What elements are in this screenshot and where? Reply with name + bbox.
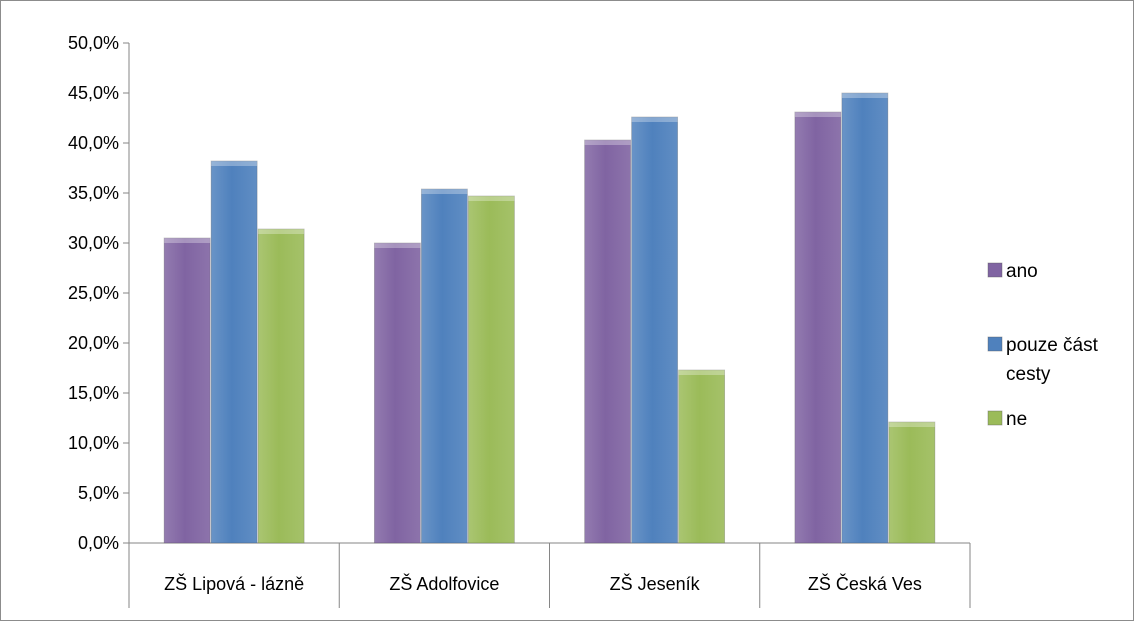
bar-highlight	[468, 196, 515, 201]
y-tick-label: 20,0%	[68, 333, 119, 353]
y-tick-label: 40,0%	[68, 133, 119, 153]
bar-ano	[163, 237, 211, 544]
bar-ne	[678, 369, 726, 544]
legend-label: ano	[1006, 261, 1038, 282]
category-label: ZŠ Česká Ves	[808, 573, 922, 594]
y-tick-label: 0,0%	[78, 533, 119, 553]
bar-pouze-část-cesty	[420, 188, 468, 544]
bar-highlight	[631, 117, 678, 122]
bar-highlight	[374, 243, 421, 248]
y-tick-label: 10,0%	[68, 433, 119, 453]
y-tick-label: 35,0%	[68, 183, 119, 203]
category-label: ZŠ Adolfovice	[389, 573, 499, 594]
y-tick-label: 50,0%	[68, 33, 119, 53]
legend-swatch	[987, 410, 1003, 426]
y-tick-label: 45,0%	[68, 83, 119, 103]
bar-ne	[257, 228, 305, 544]
legend: ano pouze část cesty ne	[987, 261, 1099, 430]
y-tick-label: 5,0%	[78, 483, 119, 503]
bar-ano	[584, 139, 632, 544]
legend-swatch	[987, 336, 1003, 352]
bar-pouze-část-cesty	[841, 92, 889, 544]
y-tick-label: 30,0%	[68, 233, 119, 253]
bar-highlight	[584, 140, 631, 145]
legend-label: pouze část cesty	[1006, 335, 1099, 385]
bar-highlight	[794, 112, 841, 117]
bar-highlight	[164, 238, 211, 243]
bar-highlight	[888, 422, 935, 427]
bar-ne	[467, 195, 515, 544]
bar-ne	[888, 421, 936, 544]
bar-ano	[794, 111, 842, 544]
y-tick-label: 15,0%	[68, 383, 119, 403]
bar-pouze-část-cesty	[631, 116, 679, 544]
bar-highlight	[678, 370, 725, 375]
bar-pouze-část-cesty	[210, 160, 258, 544]
x-axis: ZŠ Lipová - lázně ZŠ Adolfovice ZŠ Jeseník…	[128, 542, 971, 608]
bars	[163, 92, 936, 544]
bar-highlight	[211, 161, 258, 166]
y-axis: 0,0% 5,0% 10,0% 15,0% 20,0% 25,0% 30,0% 35,0% 40…	[68, 33, 130, 553]
bar-highlight	[258, 229, 305, 234]
category-label: ZŠ Jeseník	[610, 573, 701, 594]
bar-highlight	[841, 93, 888, 98]
y-tick-label: 25,0%	[68, 283, 119, 303]
bar-highlight	[421, 189, 468, 194]
bar-ano	[373, 242, 421, 544]
legend-label: ne	[1006, 409, 1027, 430]
legend-swatch	[987, 262, 1003, 278]
category-label: ZŠ Lipová - lázně	[164, 573, 304, 594]
